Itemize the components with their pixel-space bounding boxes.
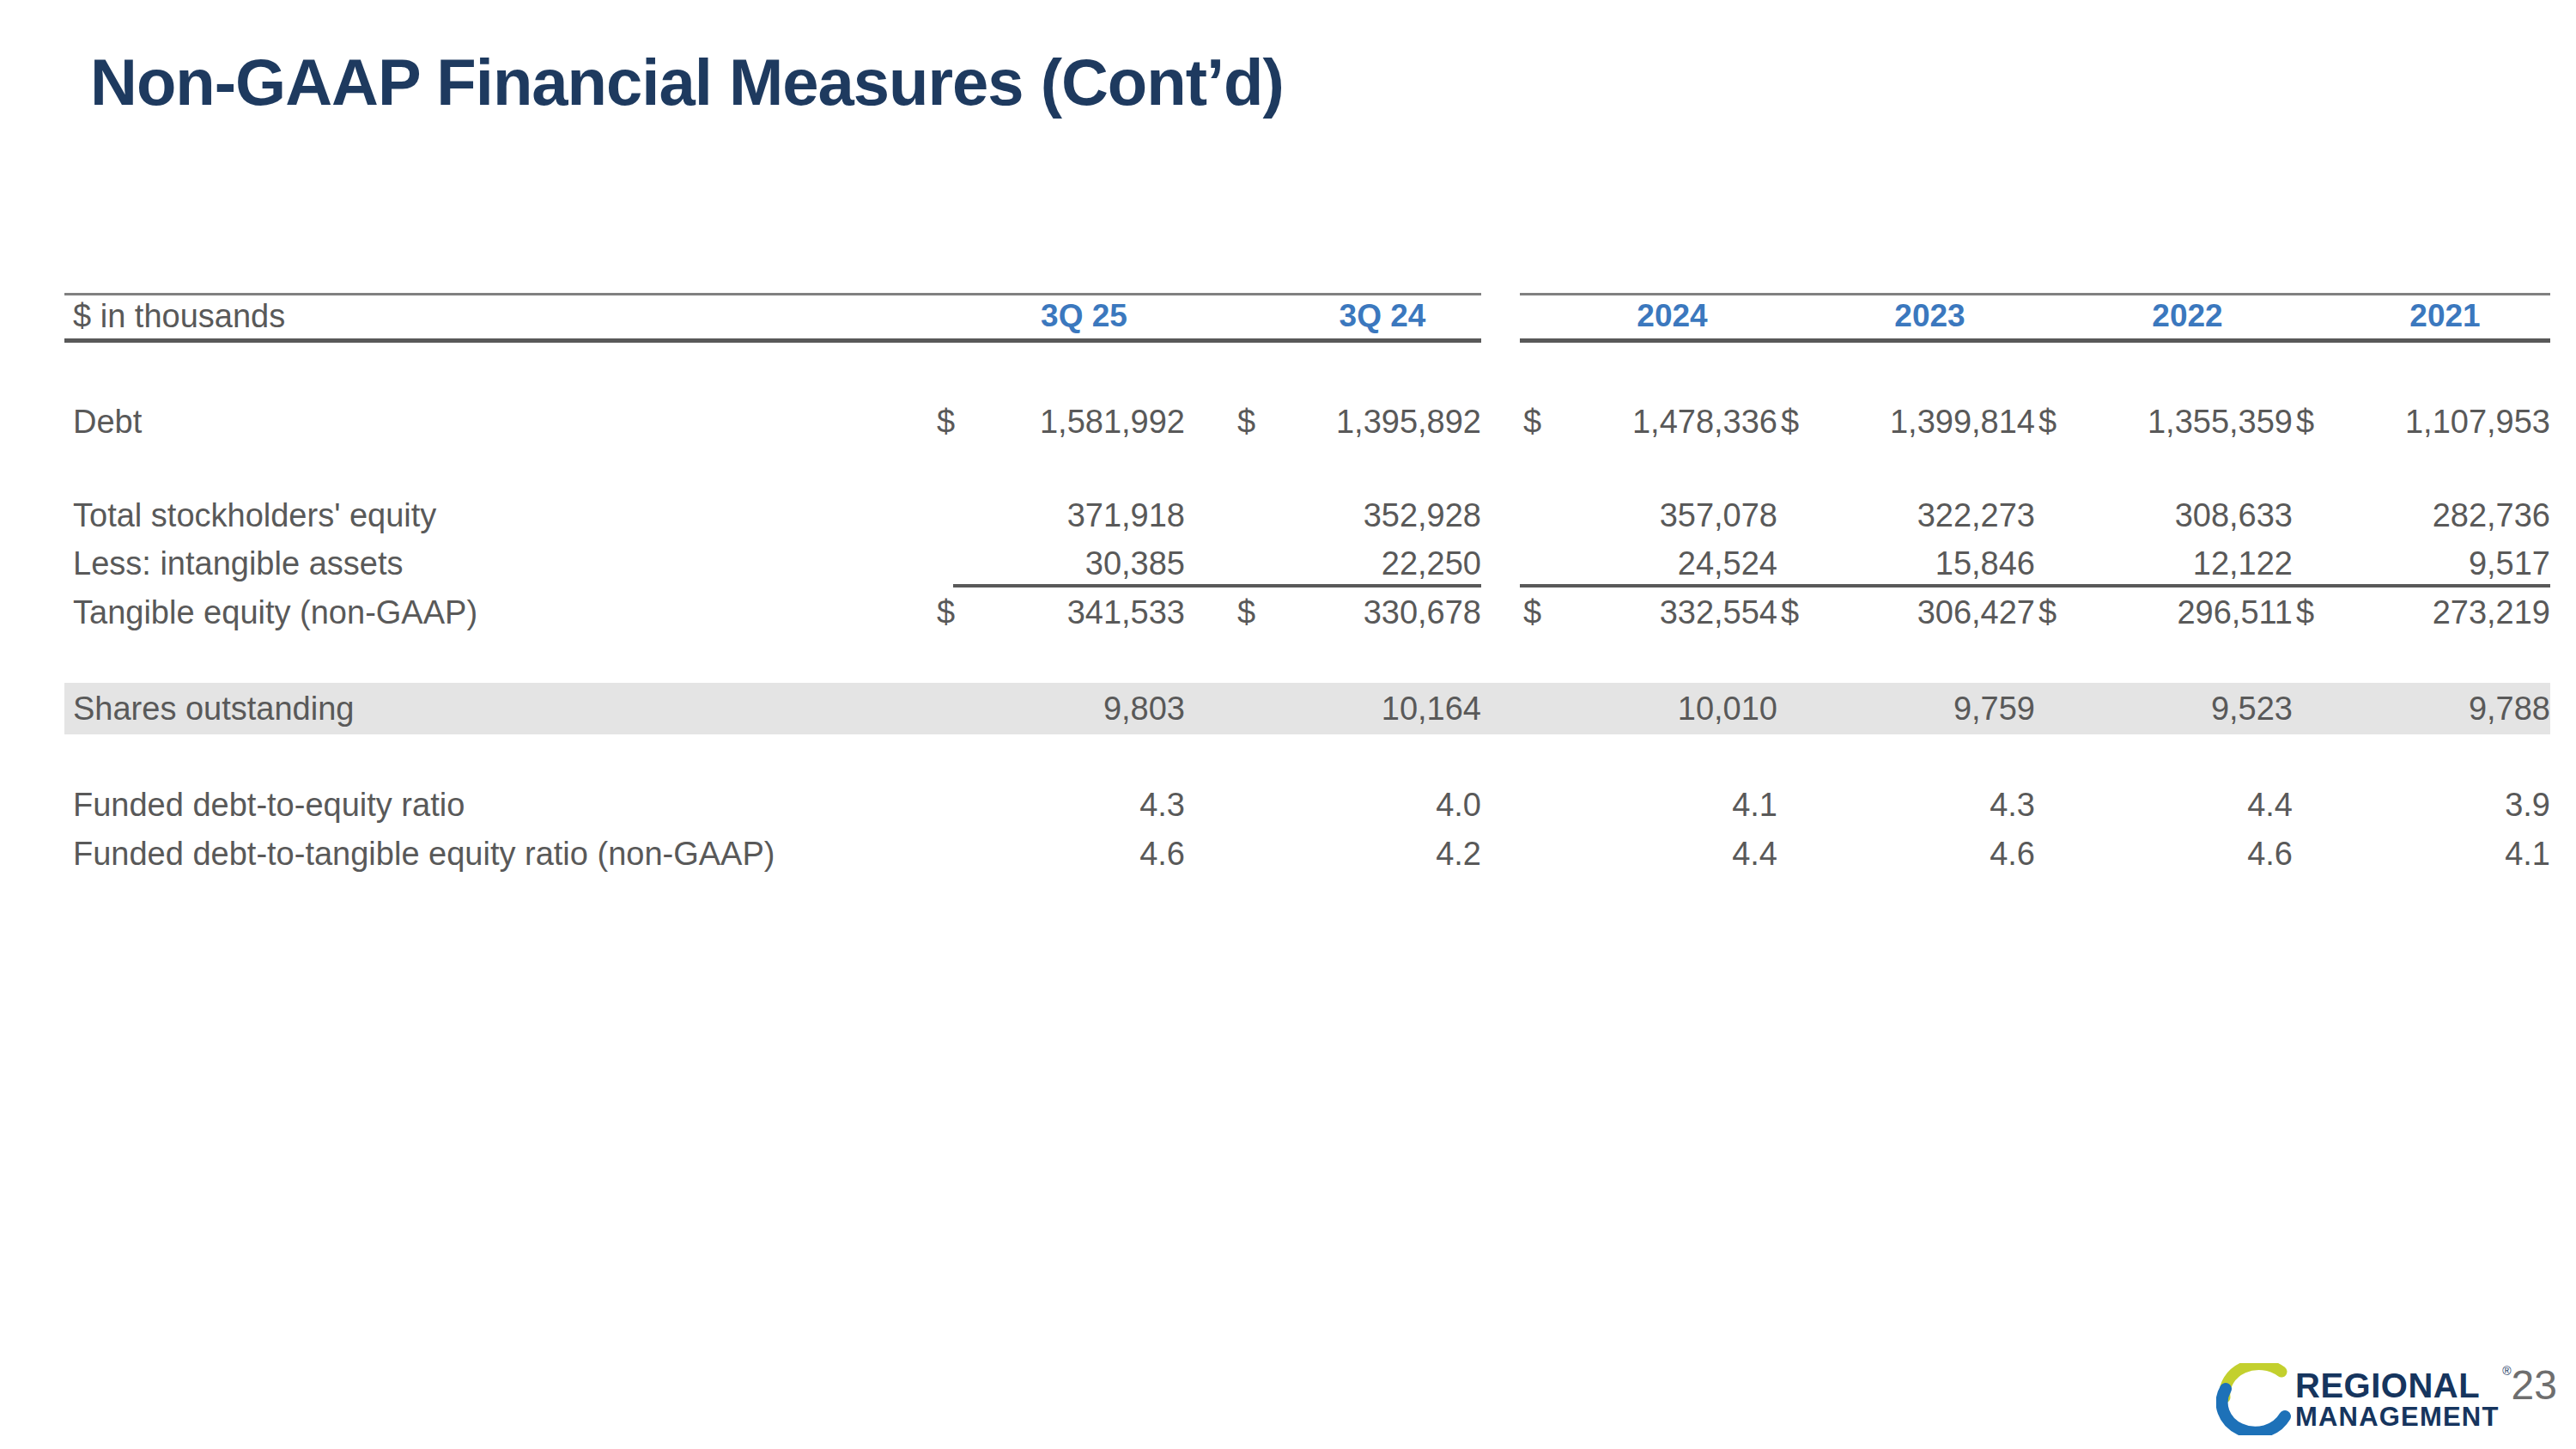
value-3q25: 9,803	[983, 691, 1185, 728]
dollar-sign: $	[2293, 594, 2340, 631]
table-row: Funded debt-to-tangible equity ratio (no…	[64, 833, 2550, 874]
value-3q24: 4.0	[1284, 787, 1481, 824]
page-number: 23	[2512, 1365, 2557, 1406]
row-label: Funded debt-to-tangible equity ratio (no…	[64, 836, 932, 873]
value-2021: 9,517	[2340, 545, 2550, 582]
row-label: Funded debt-to-equity ratio	[64, 787, 932, 824]
value-2023: 9,759	[1825, 691, 2035, 728]
column-header-2024: 2024	[1567, 298, 1777, 334]
header-bottom-rule-right	[1520, 338, 2550, 343]
table-row: Less: intangible assets 30,385 22,250 24,52…	[64, 543, 2550, 584]
logo-line-regional: REGIONAL	[2295, 1368, 2500, 1403]
value-3q25: 1,581,992	[983, 404, 1185, 441]
value-3q25: 30,385	[983, 545, 1185, 582]
dollar-sign: $	[1777, 404, 1825, 441]
column-header-2021: 2021	[2340, 298, 2550, 334]
column-header-3q25: 3Q 25	[983, 298, 1185, 334]
value-2024: 332,554	[1567, 594, 1777, 631]
dollar-sign: $	[1232, 404, 1284, 441]
company-logo: ® REGIONAL MANAGEMENT	[2216, 1363, 2500, 1435]
column-header-3q24: 3Q 24	[1284, 298, 1481, 334]
page-title: Non-GAAP Financial Measures (Cont’d)	[90, 45, 1284, 119]
value-2021: 9,788	[2340, 691, 2550, 728]
header-bottom-rule-left	[64, 338, 1481, 343]
dollar-sign: $	[2035, 594, 2082, 631]
table-row: Debt$1,581,992$1,395,892$1,478,336$1,399…	[64, 401, 2550, 442]
dollar-sign: $	[1777, 594, 1825, 631]
row-label: Tangible equity (non-GAAP)	[64, 594, 932, 631]
value-3q25: 371,918	[983, 497, 1185, 534]
value-2022: 12,122	[2082, 545, 2293, 582]
table-row: Tangible equity (non-GAAP)$341,533$330,6…	[64, 592, 2550, 633]
dollar-sign: $	[1232, 594, 1284, 631]
value-3q24: 352,928	[1284, 497, 1481, 534]
dollar-sign: $	[2293, 404, 2340, 441]
value-2023: 15,846	[1825, 545, 2035, 582]
value-2024: 1,478,336	[1567, 404, 1777, 441]
dollar-sign: $	[1520, 404, 1567, 441]
value-2024: 4.1	[1567, 787, 1777, 824]
value-3q24: 4.2	[1284, 836, 1481, 873]
registered-trademark-icon: ®	[2502, 1365, 2511, 1377]
value-2021: 1,107,953	[2340, 404, 2550, 441]
value-2022: 9,523	[2082, 691, 2293, 728]
value-2024: 357,078	[1567, 497, 1777, 534]
logo-wordmark: ® REGIONAL MANAGEMENT	[2295, 1368, 2500, 1430]
value-2022: 4.6	[2082, 836, 2293, 873]
value-2021: 273,219	[2340, 594, 2550, 631]
column-header-2022: 2022	[2082, 298, 2293, 334]
value-2023: 4.3	[1825, 787, 2035, 824]
value-2021: 3.9	[2340, 787, 2550, 824]
value-2021: 282,736	[2340, 497, 2550, 534]
slide: Non-GAAP Financial Measures (Cont’d) $ i…	[0, 0, 2576, 1449]
slide-footer: ® REGIONAL MANAGEMENT 23	[2216, 1363, 2557, 1435]
value-2022: 296,511	[2082, 594, 2293, 631]
value-2023: 1,399,814	[1825, 404, 2035, 441]
value-2023: 4.6	[1825, 836, 2035, 873]
value-2024: 24,524	[1567, 545, 1777, 582]
table-header-row: $ in thousands 3Q 25 3Q 24 2024 2023 2022 2021	[64, 295, 2550, 338]
logo-line-management: MANAGEMENT	[2295, 1403, 2500, 1430]
value-3q25: 4.6	[983, 836, 1185, 873]
dollar-sign: $	[932, 404, 983, 441]
dollar-sign: $	[2035, 404, 2082, 441]
row-label: Less: intangible assets	[64, 545, 932, 582]
table-row: Shares outstanding 9,803 10,164 10,010 9,759…	[64, 683, 2550, 734]
value-2023: 306,427	[1825, 594, 2035, 631]
value-2021: 4.1	[2340, 836, 2550, 873]
value-2022: 4.4	[2082, 787, 2293, 824]
value-2022: 1,355,359	[2082, 404, 2293, 441]
value-2024: 4.4	[1567, 836, 1777, 873]
dollar-sign: $	[1520, 594, 1567, 631]
subtotal-rule-right	[1520, 584, 2550, 588]
value-3q25: 341,533	[983, 594, 1185, 631]
table-row: Total stockholders' equity 371,918 352,928…	[64, 495, 2550, 536]
row-label: Debt	[64, 404, 932, 441]
value-2024: 10,010	[1567, 691, 1777, 728]
value-3q24: 22,250	[1284, 545, 1481, 582]
value-3q24: 1,395,892	[1284, 404, 1481, 441]
row-label: Shares outstanding	[64, 691, 932, 728]
column-header-2023: 2023	[1825, 298, 2035, 334]
value-3q25: 4.3	[983, 787, 1185, 824]
unit-label: $ in thousands	[64, 298, 932, 335]
row-label: Total stockholders' equity	[64, 497, 932, 534]
dollar-sign: $	[932, 594, 983, 631]
subtotal-rule-left	[953, 584, 1481, 588]
value-3q24: 330,678	[1284, 594, 1481, 631]
table-row: Funded debt-to-equity ratio 4.3 4.0 4.1 4.3 4…	[64, 784, 2550, 825]
value-2023: 322,273	[1825, 497, 2035, 534]
value-2022: 308,633	[2082, 497, 2293, 534]
value-3q24: 10,164	[1284, 691, 1481, 728]
logo-swoosh-icon	[2216, 1363, 2292, 1435]
